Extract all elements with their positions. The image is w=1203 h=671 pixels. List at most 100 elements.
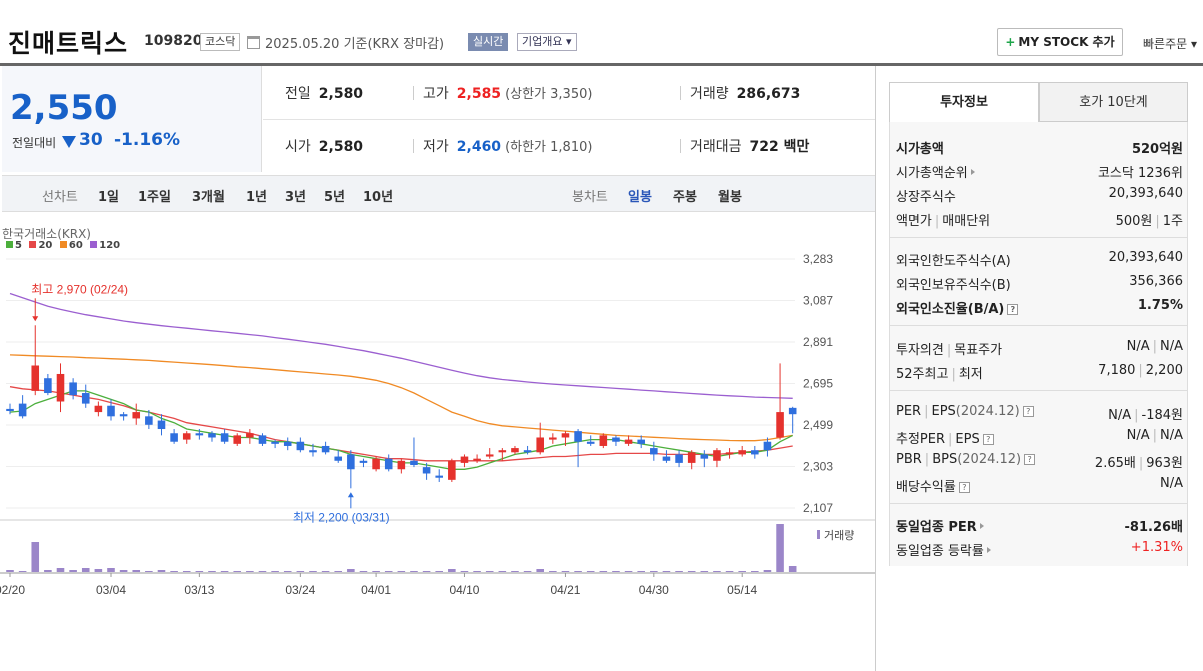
- candle-body: [145, 416, 153, 425]
- est-per-row: 추정PER | EPS? N/A | N/A: [896, 428, 1183, 447]
- candle-monthly[interactable]: 월봉: [718, 190, 742, 205]
- invest-info-panel: 시가총액 520억원 시가총액순위 코스닥 1236위 상장주식수 20,393,64…: [889, 122, 1188, 566]
- y-tick-label: 2,695: [803, 377, 833, 391]
- volume-bar: [713, 571, 721, 572]
- period-10y[interactable]: 10년: [363, 190, 394, 205]
- candle-weekly[interactable]: 주봉: [673, 190, 697, 205]
- help-icon[interactable]: ?: [958, 482, 970, 493]
- volume-bar: [498, 571, 507, 572]
- help-icon[interactable]: ?: [1024, 454, 1036, 465]
- y-tick-label: 3,087: [803, 294, 833, 308]
- volume-bar: [776, 524, 784, 572]
- help-icon[interactable]: ?: [1007, 304, 1019, 315]
- volume-bar: [119, 570, 128, 572]
- volume-bar: [675, 571, 683, 572]
- help-icon[interactable]: ?: [982, 434, 994, 445]
- period-1w[interactable]: 1주일: [138, 190, 171, 205]
- candle-body: [549, 437, 557, 440]
- ma120-line: [9, 292, 793, 399]
- help-icon[interactable]: ?: [1022, 406, 1034, 417]
- candle-body: [612, 437, 620, 442]
- candle-body: [751, 450, 759, 455]
- volume-legend-label: 거래량: [824, 529, 854, 542]
- realtime-button[interactable]: 실시간: [468, 33, 509, 51]
- candle-body: [170, 433, 178, 442]
- panel-divider: [875, 66, 876, 671]
- ma-legend: 5 20 60 120: [2, 240, 120, 251]
- high-annotation-arrowhead: [32, 316, 39, 322]
- add-mystock-button[interactable]: + MY STOCK 추가: [997, 28, 1123, 56]
- price-panel: 2,550 전일대비 30 -1.16%: [2, 66, 262, 172]
- x-tick-label: 04/01: [361, 583, 391, 597]
- volume-bar: [700, 571, 709, 572]
- candle-body: [119, 414, 128, 417]
- tab-invest-info[interactable]: 투자정보: [889, 82, 1039, 122]
- period-3m[interactable]: 3개월: [192, 190, 225, 205]
- candle-body: [738, 450, 746, 455]
- volume-bar: [309, 571, 317, 572]
- x-tick-label: 03/13: [184, 583, 214, 597]
- candle-body: [347, 454, 355, 470]
- candle-daily[interactable]: 일봉: [628, 190, 652, 205]
- y-tick-label: 3,283: [803, 252, 833, 266]
- quick-order-dropdown[interactable]: 빠른주문 ▾: [1143, 37, 1197, 51]
- line-chart-label: 선차트: [42, 190, 78, 205]
- period-3y[interactable]: 3년: [285, 190, 307, 205]
- trade-amount: 거래대금 722 백만: [690, 139, 810, 155]
- candle-body: [776, 412, 784, 438]
- volume-bar: [650, 571, 658, 572]
- opinion-row: 투자의견 | 목표주가 N/A | N/A: [896, 339, 1183, 358]
- volume-bar: [485, 571, 494, 572]
- volume-bar: [372, 571, 380, 572]
- candle-body: [523, 450, 532, 453]
- ma120-label: 120: [99, 240, 121, 251]
- candle-body: [586, 441, 595, 444]
- tab-orderbook[interactable]: 호가 10단계: [1039, 82, 1188, 122]
- industry-per-row[interactable]: 동일업종 PER -81.26배: [896, 520, 1183, 535]
- volume-bar: [788, 566, 797, 572]
- volume-bar: [208, 571, 216, 572]
- pbr-row: PBR | BPS(2024.12)? 2.65배 | 963원: [896, 452, 1183, 471]
- candle-body: [599, 435, 608, 446]
- chevron-right-icon: [970, 169, 975, 175]
- period-5y[interactable]: 5년: [324, 190, 346, 205]
- candle-body: [460, 456, 469, 463]
- candle-body: [132, 412, 141, 419]
- candle-body: [94, 405, 103, 413]
- ma5-label: 5: [15, 240, 22, 251]
- candle-body: [321, 445, 330, 453]
- candle-chart-svg[interactable]: 3,283 3,087 2,891 2,695 2,499 2,303 2,107 거래량 02…: [0, 212, 875, 671]
- ma60-line: [9, 354, 793, 442]
- period-1y[interactable]: 1년: [246, 190, 268, 205]
- volume-bar: [69, 570, 77, 572]
- volume-bar: [31, 542, 40, 572]
- candle-body: [258, 435, 267, 444]
- prev-close: 전일 2,580: [285, 86, 364, 102]
- par-row: 액면가 | 매매단위 500원 | 1주: [896, 214, 1183, 229]
- market-cap-rank-row[interactable]: 시가총액순위 코스닥 1236위: [896, 166, 1183, 181]
- chart-period-bar: 선차트 1일 1주일 3개월 1년 3년 5년 10년 봉차트 일봉 주봉 월봉: [2, 175, 875, 212]
- candle-body: [435, 475, 444, 478]
- candle-body: [700, 454, 709, 459]
- volume-bar: [283, 571, 292, 572]
- volume-bar: [422, 571, 431, 572]
- volume-bar: [536, 569, 544, 572]
- candle-body: [220, 433, 229, 442]
- candle-body: [574, 431, 582, 442]
- down-arrow-icon: [62, 136, 76, 148]
- candle-body: [18, 403, 27, 417]
- candle-body: [309, 450, 317, 453]
- candle-body: [107, 405, 115, 417]
- candle-body: [473, 458, 481, 461]
- high-annotation: 최고 2,970 (02/24): [31, 282, 128, 296]
- company-overview-dropdown[interactable]: 기업개요 ▾: [517, 33, 577, 51]
- period-1d[interactable]: 1일: [98, 190, 120, 205]
- volume-bar: [397, 571, 406, 572]
- stock-name: 진매트릭스: [8, 29, 129, 58]
- x-tick-label: 03/04: [96, 583, 126, 597]
- industry-rate-row[interactable]: 동일업종 등락률 +1.31%: [896, 540, 1183, 559]
- stock-header: 진매트릭스 109820 코스닥 2025.05.20 기준(KRX 장마감) …: [0, 0, 1203, 64]
- volume-bar: [725, 571, 734, 572]
- volume-bar: [94, 569, 103, 572]
- market-cap-row: 시가총액 520억원: [896, 142, 1183, 157]
